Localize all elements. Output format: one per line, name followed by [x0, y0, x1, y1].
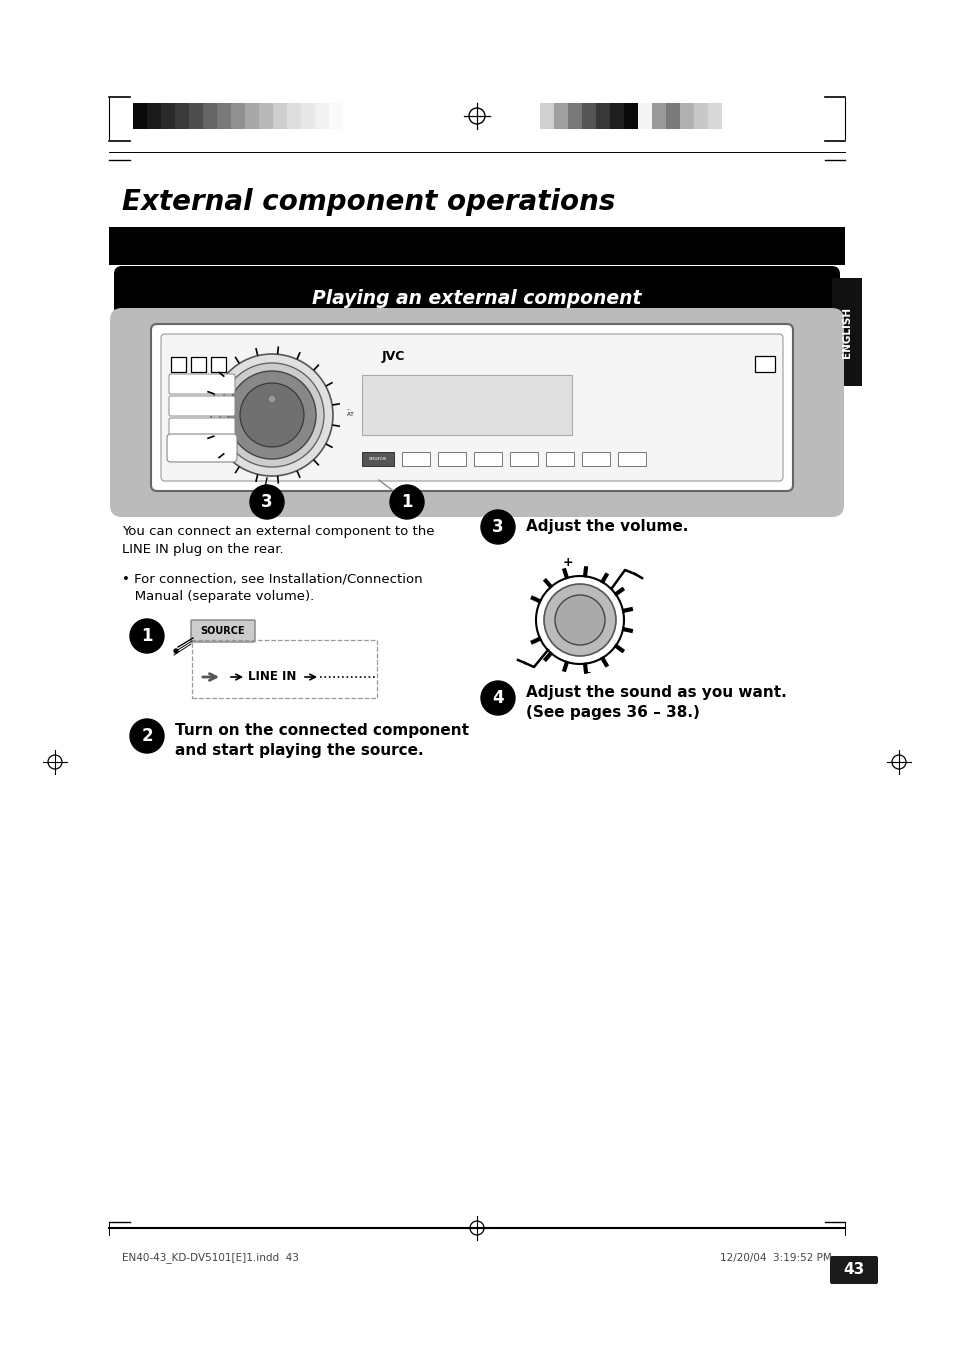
Text: –: – [584, 666, 591, 680]
Bar [147, 103, 161, 128]
FancyBboxPatch shape [169, 374, 234, 394]
Text: Playing an external component: Playing an external component [312, 289, 641, 308]
Bar [109, 227, 844, 265]
Bar [437, 453, 465, 466]
FancyBboxPatch shape [169, 396, 234, 416]
FancyBboxPatch shape [169, 417, 234, 438]
Bar [651, 103, 665, 128]
FancyBboxPatch shape [191, 620, 254, 642]
Text: Adjust the volume.: Adjust the volume. [525, 520, 688, 535]
Text: and start playing the source.: and start playing the source. [174, 743, 423, 758]
Bar [361, 376, 572, 435]
Text: –⁠⁠⁠⁠⁠⁠⁠⁠⁠⁠
⁠⁠⁠⁠⁠⁠⁠⁠AT: –⁠⁠⁠⁠⁠⁠⁠⁠⁠⁠ ⁠⁠⁠⁠⁠⁠⁠⁠AT [347, 407, 354, 417]
Bar [638, 103, 651, 128]
Bar [301, 103, 314, 128]
FancyBboxPatch shape [113, 266, 840, 328]
Text: 12/20/04  3:19:52 PM: 12/20/04 3:19:52 PM [720, 1252, 831, 1263]
Circle shape [390, 485, 423, 519]
Bar [401, 453, 430, 466]
Text: SOURCE: SOURCE [200, 626, 245, 636]
Bar [245, 103, 258, 128]
Text: 3: 3 [492, 517, 503, 536]
Circle shape [211, 354, 333, 476]
FancyBboxPatch shape [829, 1256, 877, 1283]
Bar [831, 278, 862, 386]
Circle shape [173, 648, 178, 653]
Bar [581, 453, 609, 466]
Bar [287, 103, 301, 128]
Text: ENGLISH: ENGLISH [841, 307, 851, 358]
Bar [314, 103, 329, 128]
Bar [273, 103, 287, 128]
Circle shape [480, 681, 515, 715]
FancyBboxPatch shape [161, 334, 782, 481]
Circle shape [555, 594, 604, 644]
Text: Adjust the sound as you want.: Adjust the sound as you want. [525, 685, 786, 700]
Bar [554, 103, 567, 128]
Bar [693, 103, 707, 128]
Circle shape [130, 719, 164, 753]
Bar [539, 103, 554, 128]
Bar [174, 103, 189, 128]
Text: Manual (separate volume).: Manual (separate volume). [122, 590, 314, 603]
Text: source: source [369, 457, 387, 462]
Circle shape [130, 619, 164, 653]
Text: +: + [562, 557, 573, 569]
Bar [754, 357, 774, 372]
Bar [161, 103, 174, 128]
Bar [231, 103, 245, 128]
Bar [211, 357, 226, 372]
Bar [258, 103, 273, 128]
Text: (See pages 36 – 38.): (See pages 36 – 38.) [525, 704, 700, 720]
FancyBboxPatch shape [151, 324, 792, 490]
Bar [623, 103, 638, 128]
Text: 1: 1 [141, 627, 152, 644]
Text: LINE IN: LINE IN [248, 670, 296, 684]
Bar [581, 103, 596, 128]
Bar [609, 103, 623, 128]
Text: JVC: JVC [381, 350, 405, 363]
Text: 4: 4 [492, 689, 503, 707]
Circle shape [480, 509, 515, 544]
Bar [679, 103, 693, 128]
Bar [510, 453, 537, 466]
Circle shape [220, 363, 324, 467]
Bar [203, 103, 216, 128]
Text: 43: 43 [842, 1262, 863, 1278]
Bar [545, 453, 574, 466]
Circle shape [536, 576, 623, 663]
Bar [567, 103, 581, 128]
Bar [191, 357, 206, 372]
Bar [132, 103, 147, 128]
Text: External component operations: External component operations [122, 188, 615, 216]
Text: 2: 2 [141, 727, 152, 744]
Text: 1: 1 [401, 493, 413, 511]
Bar [474, 453, 501, 466]
FancyBboxPatch shape [110, 308, 843, 517]
Circle shape [228, 372, 315, 459]
Bar [596, 103, 609, 128]
Text: You can connect an external component to the: You can connect an external component to… [122, 526, 434, 538]
Text: EN40-43_KD-DV5101[E]1.indd  43: EN40-43_KD-DV5101[E]1.indd 43 [122, 1252, 298, 1263]
Circle shape [240, 382, 304, 447]
Circle shape [268, 394, 275, 403]
Bar [189, 103, 203, 128]
Bar [665, 103, 679, 128]
Bar [216, 103, 231, 128]
Text: Turn on the connected component: Turn on the connected component [174, 723, 469, 738]
Bar [707, 103, 721, 128]
Bar [171, 357, 186, 372]
Text: • For connection, see Installation/Connection: • For connection, see Installation/Conne… [122, 571, 422, 585]
Circle shape [543, 584, 616, 657]
Bar [361, 453, 394, 466]
FancyBboxPatch shape [167, 434, 236, 462]
Bar [329, 103, 343, 128]
Text: 3: 3 [261, 493, 273, 511]
Bar [192, 640, 376, 698]
Circle shape [250, 485, 284, 519]
Text: LINE IN plug on the rear.: LINE IN plug on the rear. [122, 543, 283, 557]
Bar [618, 453, 645, 466]
